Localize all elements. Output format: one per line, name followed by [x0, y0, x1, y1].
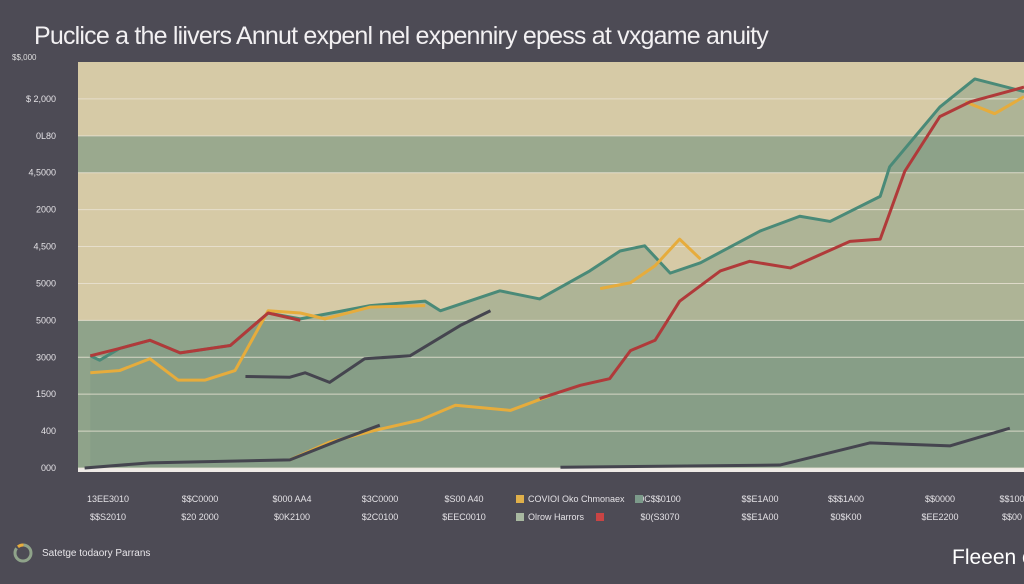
x-tick-label: $$$1A00: [827, 494, 865, 504]
y-tick-label: $ 2,000: [26, 94, 56, 104]
series-line-1: [90, 304, 426, 382]
y-tick-label: 0L80: [36, 131, 56, 141]
series-line-1: [964, 95, 1024, 116]
x-tick-label: $$100: [999, 494, 1024, 504]
x-tick-label: 0C$$0100: [639, 494, 681, 504]
x-tick-label: $$0000: [924, 494, 956, 504]
x-tick-label: $3C0000: [361, 494, 399, 504]
footer-brand: Satetge todaory Parrans: [12, 542, 150, 564]
series-line-1: [289, 394, 551, 462]
legend-item: COVIOI Oko Chmonaex: [516, 494, 643, 504]
legend-swatch: [634, 495, 643, 503]
legend-label: Olrow Harrors: [528, 512, 585, 522]
y-tick-label: 000: [41, 463, 56, 473]
series-line-3: [560, 426, 1011, 469]
chart-title: Puclice a the liivers Annut expenl nel e…: [34, 22, 769, 50]
series-line-3: [84, 423, 381, 470]
x-tick-label: $EEC0010: [442, 512, 486, 522]
x-tick-label: $$S2010: [89, 512, 127, 522]
footer-right-label: Fleeen o: [952, 546, 1024, 569]
band-green: [78, 135, 1024, 173]
y-tick-label: 4,5000: [28, 168, 56, 178]
series-line-3: [245, 309, 492, 384]
area-fill: [90, 78, 1024, 470]
y-tick-label: 2000: [36, 205, 56, 215]
y-tick-label: 400: [41, 426, 56, 436]
x-tick-label: $S00 A40: [444, 494, 484, 504]
x-tick-label: $0(S3070: [640, 512, 680, 522]
y-tick-label: 1500: [36, 389, 56, 399]
x-tick-label: $2C0100: [361, 512, 399, 522]
x-tick-label: $$C0000: [181, 494, 219, 504]
y-tick-label: 5000: [36, 315, 56, 325]
x-tick-label: $$E1A00: [741, 494, 779, 504]
legend-swatch: [516, 513, 524, 521]
x-tick-label: $20 2000: [181, 512, 219, 522]
legend-swatch: [596, 513, 605, 521]
y-tick-label: 4,500: [33, 242, 56, 252]
series-line-2: [539, 85, 1024, 401]
legend-swatch: [516, 495, 524, 503]
x-tick-label: $0$K00: [830, 512, 862, 522]
circle-logo-icon: [13, 543, 33, 563]
x-tick-label: $$E1A00: [741, 512, 779, 522]
y-tick-label: 3000: [36, 352, 56, 362]
x-tick-label: $$00: [1001, 512, 1023, 522]
x-tick-label: $0K2100: [273, 512, 311, 522]
legend-item: Olrow Harrors: [516, 512, 605, 522]
y-axis-corner-label: $$,000: [12, 53, 37, 62]
series-line-2: [89, 311, 301, 358]
footer-left-label: Satetge todaory Parrans: [42, 547, 151, 559]
x-tick-label: 13EE3010: [86, 494, 130, 504]
y-tick-label: 5000: [36, 278, 56, 288]
legend-label: COVIOI Oko Chmonaex: [528, 494, 625, 504]
series-line-1: [599, 237, 702, 291]
x-tick-label: $EE2200: [921, 512, 959, 522]
x-tick-label: $000 AA4: [272, 494, 312, 504]
x-axis-line: [78, 468, 1024, 472]
